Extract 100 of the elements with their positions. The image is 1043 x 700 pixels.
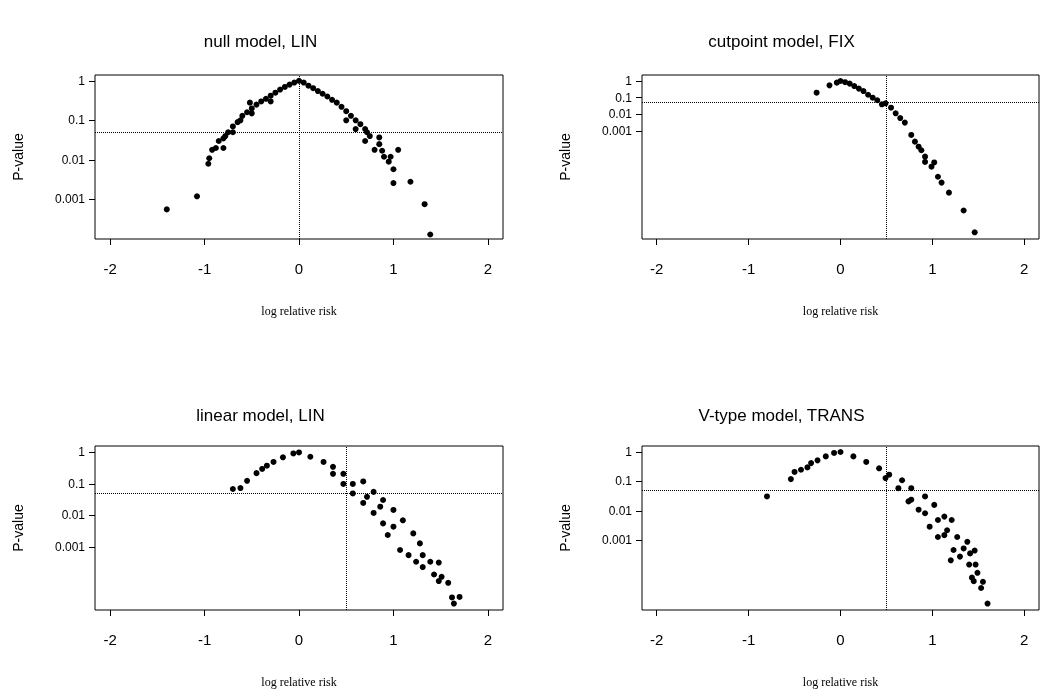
x-tick-label: -2: [650, 260, 664, 277]
point: [435, 559, 442, 566]
point: [340, 480, 347, 487]
point: [259, 465, 266, 472]
point: [897, 115, 904, 122]
point: [831, 449, 838, 456]
point: [972, 561, 979, 568]
point: [922, 158, 929, 165]
point: [855, 85, 862, 92]
y-tick-label: 0.001: [54, 192, 86, 207]
point: [787, 476, 794, 483]
point: [974, 569, 981, 576]
point: [270, 458, 277, 465]
point: [450, 600, 457, 607]
point: [947, 557, 954, 564]
point: [899, 477, 906, 484]
y-axis-title: P-value: [557, 133, 573, 181]
y-tick-label: 1: [78, 445, 86, 460]
x-axis-title: log relative risk: [261, 675, 337, 689]
y-axis-title: P-value: [10, 133, 26, 181]
point: [934, 533, 941, 540]
point: [307, 453, 314, 460]
point: [926, 523, 933, 530]
point: [384, 531, 391, 538]
point: [850, 453, 857, 460]
point: [865, 91, 872, 98]
point: [427, 558, 434, 565]
point: [431, 571, 438, 578]
point: [922, 510, 929, 517]
point: [860, 88, 867, 95]
x-tick-label: 0: [294, 260, 304, 277]
x-tick-label: 0: [836, 631, 845, 648]
x-tick-label: -1: [197, 631, 212, 648]
point: [931, 501, 938, 508]
point: [419, 564, 426, 571]
x-tick-label: 1: [389, 260, 398, 277]
point: [380, 520, 387, 527]
point: [901, 119, 908, 126]
point: [435, 578, 442, 585]
x-tick-label: -2: [650, 631, 664, 648]
point: [978, 585, 985, 592]
y-tick-label: 0.1: [68, 113, 86, 128]
point: [874, 97, 881, 104]
y-axis-title: P-value: [10, 504, 26, 552]
y-tick-label: 0.01: [61, 508, 86, 523]
point: [237, 485, 244, 492]
point: [948, 517, 955, 524]
x-tick-label: -2: [103, 631, 117, 648]
point: [413, 558, 420, 565]
point: [938, 179, 945, 186]
y-tick-label: 0.001: [54, 539, 86, 554]
point: [895, 485, 902, 492]
point: [330, 463, 336, 470]
point: [364, 493, 370, 500]
point: [837, 449, 844, 456]
x-tick-label: 1: [389, 631, 398, 648]
point: [970, 578, 977, 585]
x-tick-label: 1: [928, 631, 937, 648]
y-tick-label: 0.1: [615, 474, 633, 489]
point: [869, 94, 876, 101]
point: [956, 553, 963, 560]
point: [915, 506, 922, 513]
point: [279, 454, 286, 461]
x-tick-label: 2: [1020, 631, 1029, 648]
x-axis-title: log relative risk: [802, 675, 879, 689]
y-tick-label: 0.01: [608, 107, 633, 122]
x-tick-label: -1: [741, 631, 756, 648]
point: [908, 485, 915, 492]
point: [390, 523, 397, 530]
y-tick-label: 0.001: [601, 533, 633, 548]
point: [349, 480, 356, 487]
point: [941, 532, 948, 539]
point: [931, 159, 938, 166]
point: [960, 545, 967, 552]
point: [253, 470, 260, 477]
point: [360, 478, 367, 485]
x-tick-label: -1: [741, 260, 756, 277]
point: [941, 513, 948, 520]
x-tick-label: 2: [483, 260, 493, 277]
y-tick-label: 0.001: [601, 124, 633, 139]
point: [863, 458, 870, 465]
y-tick-label: 0.01: [61, 152, 86, 167]
y-tick-label: 1: [78, 73, 86, 88]
point: [808, 460, 815, 467]
point: [908, 131, 915, 138]
point: [851, 83, 858, 90]
chart-title: null model, LIN: [203, 32, 318, 51]
y-tick-label: 0.1: [615, 90, 633, 105]
point: [244, 477, 251, 484]
point: [934, 517, 941, 524]
point: [945, 189, 952, 196]
point: [320, 458, 327, 465]
point: [911, 138, 918, 145]
point: [984, 600, 991, 607]
point: [966, 561, 973, 568]
point: [960, 207, 967, 214]
x-tick-label: 2: [483, 631, 493, 648]
point: [876, 465, 883, 472]
point: [791, 468, 798, 475]
x-tick-label: -2: [103, 260, 117, 277]
